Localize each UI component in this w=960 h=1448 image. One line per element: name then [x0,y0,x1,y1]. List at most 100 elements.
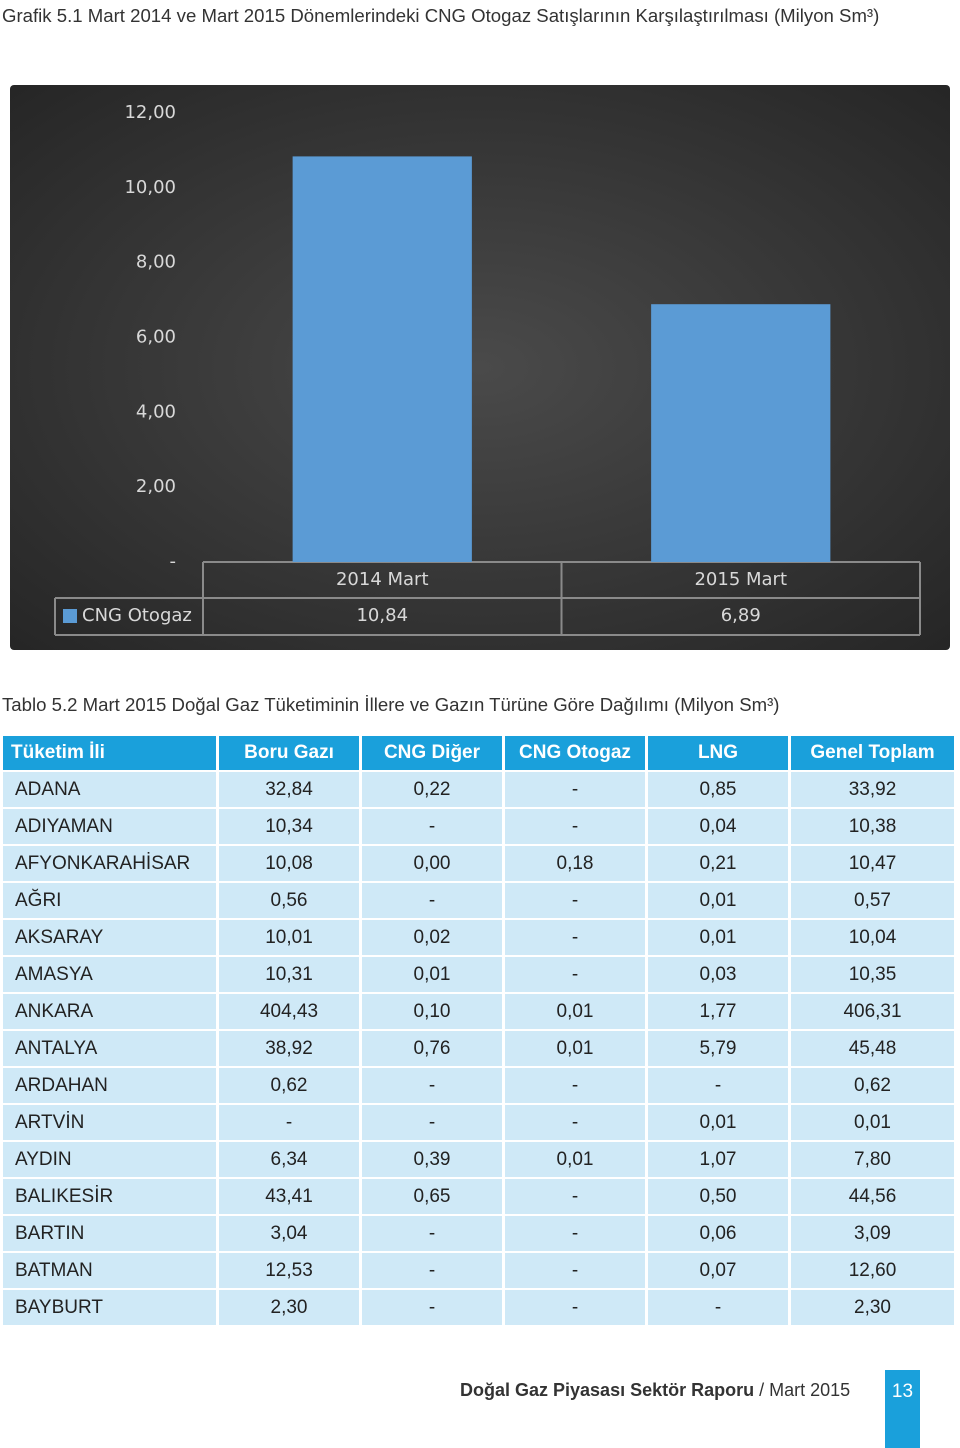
value-cell: - [362,809,502,844]
value-cell: 3,04 [219,1216,359,1251]
value-cell: - [362,1105,502,1140]
province-cell: ADANA [3,772,216,807]
province-cell: BALIKESİR [3,1179,216,1214]
header-cell: CNG Otogaz [505,736,645,770]
province-cell: BAYBURT [3,1290,216,1325]
bar [292,156,472,563]
table-row: AFYONKARAHİSAR 10,08 0,00 0,18 0,21 10,47 [3,846,954,881]
value-cell: 0,62 [219,1068,359,1103]
table-row: ARDAHAN 0,62- - -0,62 [3,1068,954,1103]
value-cell: - [505,1068,645,1103]
table-row: BALIKESİR 43,41 0,65-0,50 44,56 [3,1179,954,1214]
header-cell: CNG Diğer [362,736,502,770]
value-cell: 404,43 [219,994,359,1029]
value-cell: 10,38 [791,809,954,844]
bar [651,304,831,562]
table-row: BARTIN 3,04- -0,06 3,09 [3,1216,954,1251]
chart: - 2,00 4,00 6,00 8,00 10,00 12,00 CNG Otogaz 10,… [10,85,950,650]
table-title: Tablo 5.2 Mart 2015 Doğal Gaz Tüketimini… [2,694,780,715]
province-cell: ANTALYA [3,1031,216,1066]
value-cell: 0,50 [648,1179,788,1214]
value-cell: 0,39 [362,1142,502,1177]
value-cell: 5,79 [648,1031,788,1066]
value-cell: 12,53 [219,1253,359,1288]
footer: Doğal Gaz Piyasası Sektör Raporu / Mart … [460,1380,850,1401]
header-cell: LNG [648,736,788,770]
value-cell: 10,08 [219,846,359,881]
y-tick-label: 6,00 [136,327,176,348]
value-cell: 0,03 [648,957,788,992]
y-tick-label: - [170,551,177,572]
value-cell: 10,47 [791,846,954,881]
value-cell: 0,22 [362,772,502,807]
province-cell: ADIYAMAN [3,809,216,844]
value-cell: 0,56 [219,883,359,918]
report-period: / Mart 2015 [759,1380,851,1400]
value-cell: 0,01 [791,1105,954,1140]
value-cell: 2,30 [791,1290,954,1325]
table-row: AKSARAY 10,01 0,02-0,01 10,04 [3,920,954,955]
value-cell: - [648,1290,788,1325]
value-cell: 0,10 [362,994,502,1029]
value-cell: - [219,1105,359,1140]
value-cell: - [505,957,645,992]
x-tick-label: 2014 Mart [336,569,429,590]
value-cell: - [505,920,645,955]
province-cell: BATMAN [3,1253,216,1288]
y-tick-label: 2,00 [136,476,176,497]
value-cell: 0,21 [648,846,788,881]
header-cell: Boru Gazı [219,736,359,770]
value-cell: 1,77 [648,994,788,1029]
value-cell: - [505,1179,645,1214]
value-cell: 32,84 [219,772,359,807]
value-cell: - [362,883,502,918]
value-cell: 0,07 [648,1253,788,1288]
value-cell: 406,31 [791,994,954,1029]
header-cell: Tüketim İli [3,736,216,770]
legend-swatch [63,609,77,623]
value-cell: 7,80 [791,1142,954,1177]
province-cell: ARDAHAN [3,1068,216,1103]
page-number: 13 [885,1370,920,1448]
value-cell: 0,57 [791,883,954,918]
value-cell: - [362,1068,502,1103]
value-cell: 2,30 [219,1290,359,1325]
province-cell: ANKARA [3,994,216,1029]
value-cell: 12,60 [791,1253,954,1288]
table-row: BATMAN 12,53- -0,07 12,60 [3,1253,954,1288]
value-cell: 1,07 [648,1142,788,1177]
value-cell: - [362,1290,502,1325]
value-cell: 0,62 [791,1068,954,1103]
value-cell: - [505,772,645,807]
value-label: 10,84 [356,605,408,626]
chart-title: Grafik 5.1 Mart 2014 ve Mart 2015 Döneml… [2,5,880,26]
x-tick-label: 2015 Mart [694,569,787,590]
value-cell: 10,01 [219,920,359,955]
province-cell: AKSARAY [3,920,216,955]
value-cell: - [505,1216,645,1251]
y-tick-label: 4,00 [136,401,176,422]
table-row: ADANA 32,84 0,22-0,85 33,92 [3,772,954,807]
province-cell: AYDIN [3,1142,216,1177]
value-cell: 10,31 [219,957,359,992]
table-row: ANTALYA 38,92 0,76 0,01 5,79 45,48 [3,1031,954,1066]
value-cell: 0,65 [362,1179,502,1214]
value-cell: 0,01 [362,957,502,992]
value-cell: 0,04 [648,809,788,844]
province-cell: AFYONKARAHİSAR [3,846,216,881]
value-cell: 0,01 [648,920,788,955]
value-cell: 0,01 [505,994,645,1029]
value-cell: 0,01 [648,883,788,918]
table-row: AĞRI 0,56- -0,01 0,57 [3,883,954,918]
legend-label: CNG Otogaz [82,605,192,626]
table-row: BAYBURT 2,30- - -2,30 [3,1290,954,1325]
value-cell: - [362,1253,502,1288]
province-cell: BARTIN [3,1216,216,1251]
value-cell: 45,48 [791,1031,954,1066]
value-cell: - [362,1216,502,1251]
report-name: Doğal Gaz Piyasası Sektör Raporu [460,1380,755,1400]
data-table: Tüketim İli Boru Gazı CNG Diğer CNG Otogaz L… [0,734,957,1327]
value-cell: 0,06 [648,1216,788,1251]
y-tick-label: 8,00 [136,252,176,273]
